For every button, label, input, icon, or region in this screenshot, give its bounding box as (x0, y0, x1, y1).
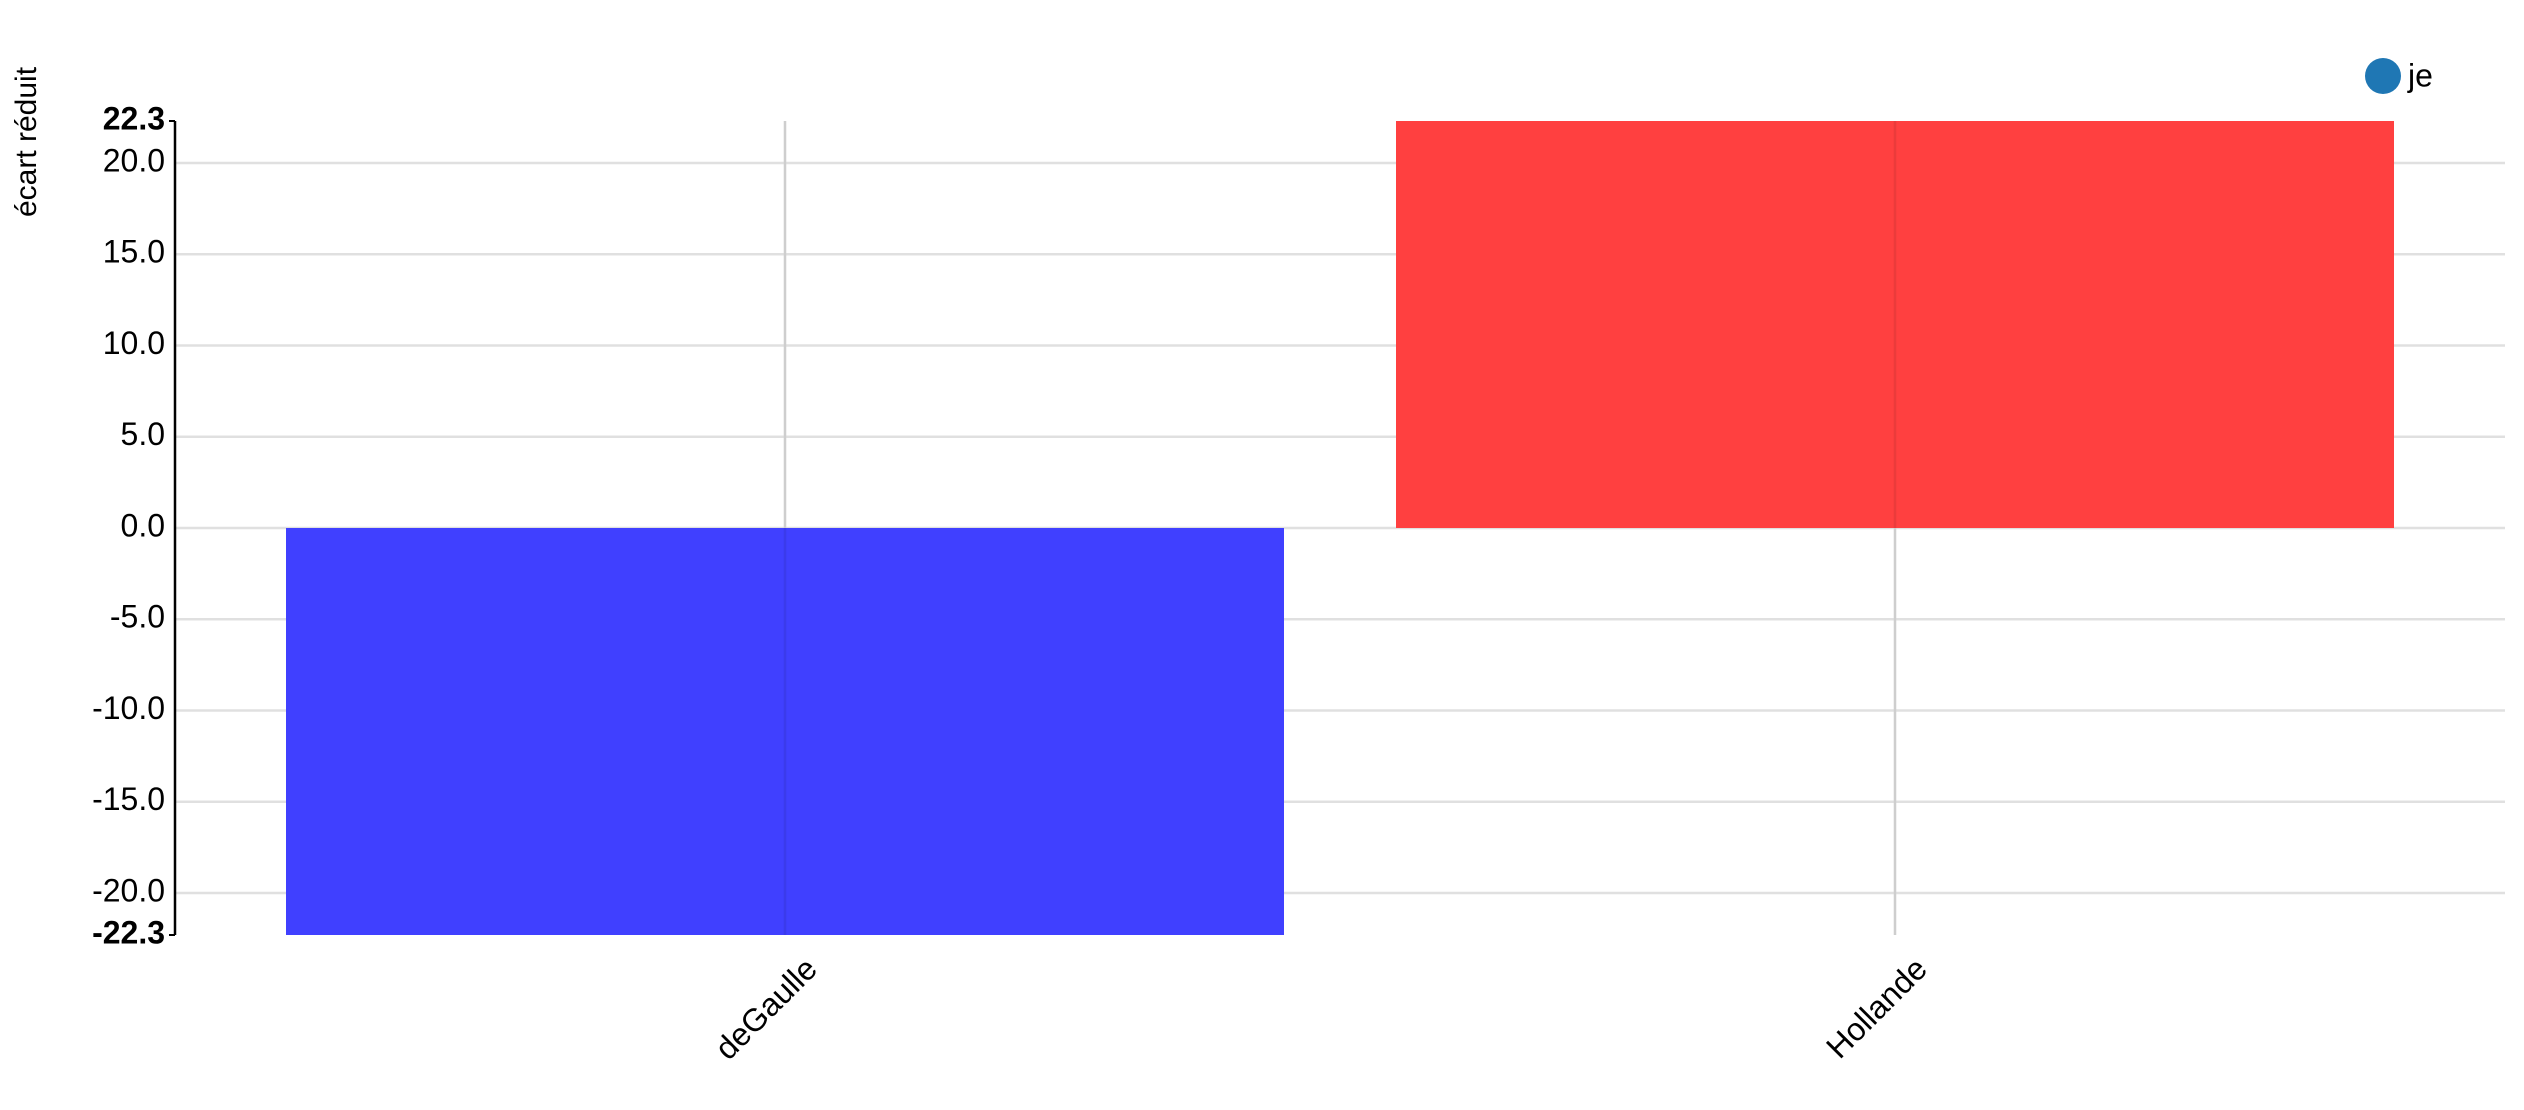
legend-label: je (2407, 57, 2433, 93)
y-tick-label: 20.0 (103, 142, 165, 178)
y-tick-label: -10.0 (92, 690, 165, 726)
bar (1396, 121, 2394, 528)
y-tick-label: -15.0 (92, 781, 165, 817)
y-tick-label: -5.0 (110, 599, 165, 635)
y-tick-label: 5.0 (121, 416, 165, 452)
y-tick-label: -22.3 (92, 914, 165, 950)
y-axis-label: écart réduit (10, 66, 43, 217)
x-tick-label: deGaulle (708, 950, 824, 1066)
y-tick-label: 22.3 (103, 100, 165, 136)
legend-marker (2365, 58, 2401, 94)
y-tick-label: 15.0 (103, 234, 165, 270)
y-tick-label: 0.0 (121, 507, 165, 543)
x-tick-label: Hollande (1819, 950, 1934, 1065)
y-tick-label: 10.0 (103, 325, 165, 361)
y-tick-label: -20.0 (92, 872, 165, 908)
bar (286, 528, 1284, 935)
